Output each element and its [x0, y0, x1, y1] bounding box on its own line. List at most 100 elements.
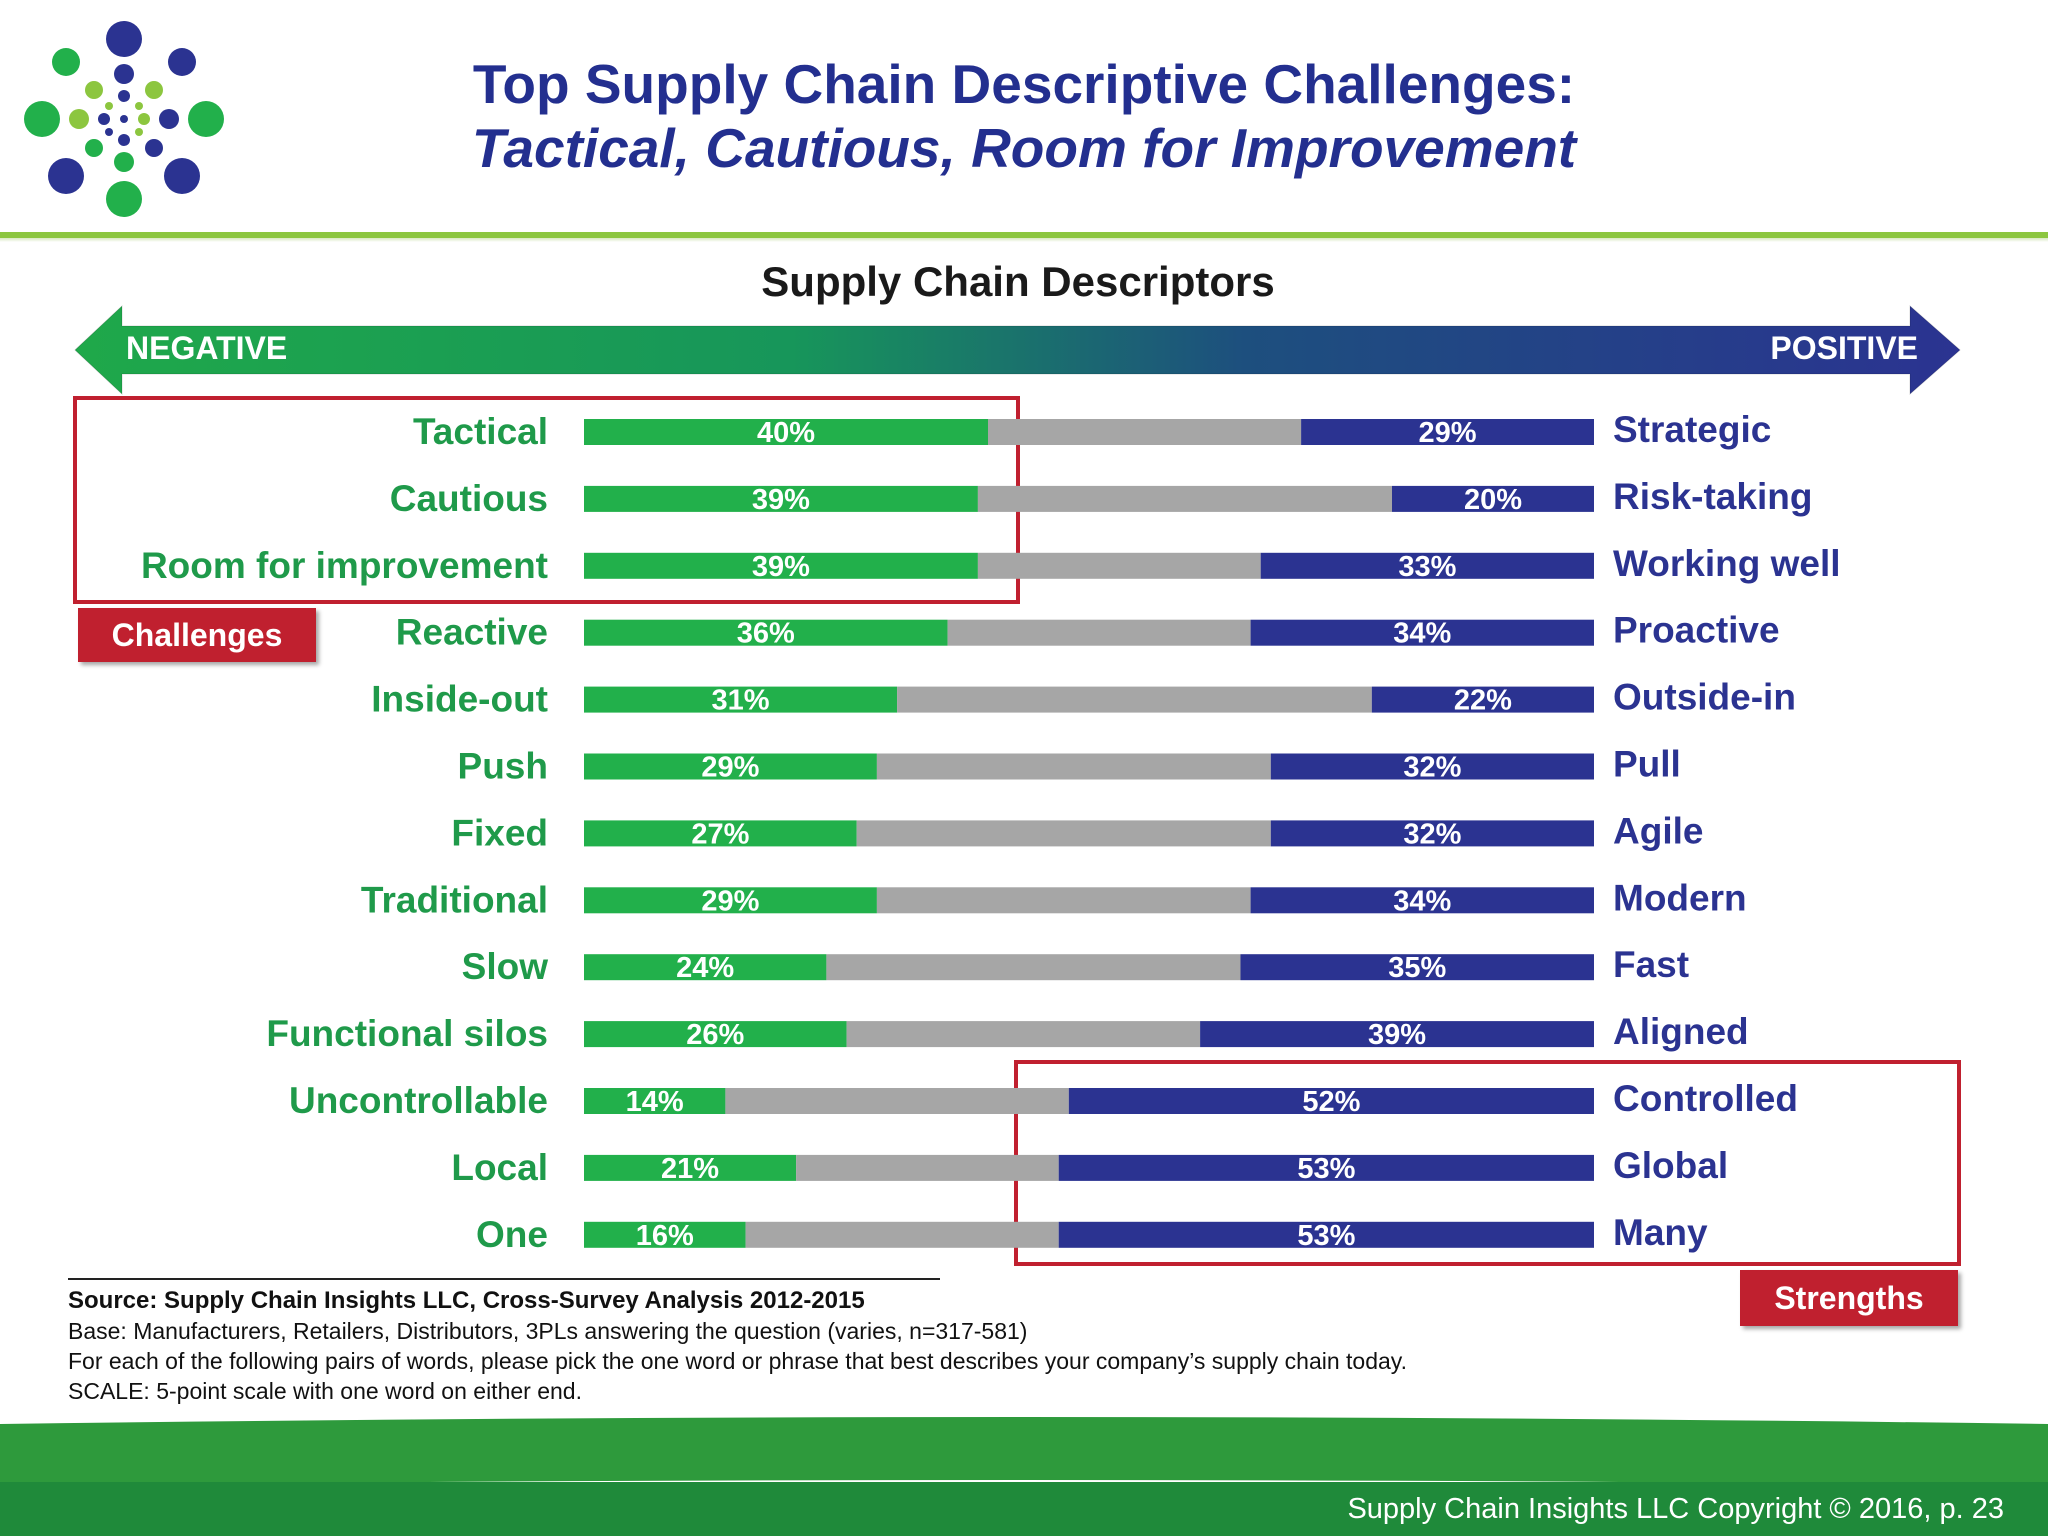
neutral-bar: [988, 419, 1302, 445]
positive-bar: [1068, 1088, 1594, 1114]
positive-value-label: 35%: [1388, 952, 1446, 984]
positive-bar: [1250, 887, 1594, 914]
negative-descriptor-label: Cautious: [390, 478, 548, 519]
negative-value-label: 36%: [737, 618, 795, 650]
negative-bar: [584, 485, 978, 512]
positive-descriptor-label: Global: [1613, 1145, 1728, 1186]
negative-bar: [584, 1088, 726, 1114]
neutral-bar: [846, 1021, 1201, 1048]
copyright-text: Supply Chain Insights LLC Copyright © 20…: [1347, 1493, 2004, 1525]
negative-descriptor-label: Uncontrollable: [289, 1080, 548, 1121]
negative-bar: [584, 820, 857, 847]
negative-descriptor-label: Room for improvement: [141, 545, 548, 586]
positive-descriptor-label: Proactive: [1613, 610, 1780, 651]
negative-value-label: 39%: [752, 551, 810, 583]
positive-value-label: 34%: [1393, 885, 1451, 917]
negative-value-label: 24%: [676, 952, 734, 984]
neutral-bar: [977, 485, 1392, 512]
title-line-2: Tactical, Cautious, Room for Improvement: [471, 117, 1577, 179]
positive-bar: [1301, 419, 1594, 445]
positive-descriptor-label: Risk-taking: [1613, 476, 1812, 517]
positive-label: POSITIVE: [1770, 330, 1918, 366]
negative-value-label: 29%: [701, 885, 759, 917]
neutral-bar: [826, 954, 1241, 981]
positive-bar: [1058, 1221, 1594, 1248]
negative-descriptor-label: Reactive: [396, 612, 548, 653]
diverging-bar-chart: 40% 29% Tactical Strategic 39% 20% Cautious Ris…: [73, 396, 1961, 1266]
positive-bar: [1371, 686, 1594, 713]
positive-bar: [1270, 753, 1594, 780]
scale-note: SCALE: 5-point scale with one word on ei…: [68, 1378, 582, 1404]
dot-burst-logo-icon: [24, 21, 224, 217]
negative-bar: [584, 619, 948, 646]
footer-band: [0, 1417, 2048, 1536]
source-note: Source: Supply Chain Insights LLC, Cross…: [68, 1278, 940, 1316]
negative-descriptor-label: Slow: [462, 946, 549, 987]
positive-bar: [1058, 1154, 1594, 1181]
negative-descriptor-label: Inside-out: [371, 679, 548, 720]
positive-bar: [1200, 1021, 1594, 1048]
neutral-bar: [856, 820, 1271, 847]
negative-bar: [584, 419, 988, 445]
negative-descriptor-label: One: [476, 1214, 548, 1255]
title-line-1: Top Supply Chain Descriptive Challenges:: [472, 53, 1576, 115]
negative-value-label: 27%: [691, 818, 749, 850]
negative-descriptor-label: Functional silos: [266, 1013, 548, 1054]
negative-bar: [584, 954, 827, 981]
positive-descriptor-label: Fast: [1613, 944, 1689, 985]
negative-bar: [584, 1154, 797, 1181]
negative-bar: [584, 887, 877, 914]
negative-bar: [584, 1221, 746, 1248]
neutral-bar: [977, 552, 1261, 579]
positive-bar: [1240, 954, 1594, 981]
footnotes: Source: Supply Chain Insights LLC, Cross…: [68, 1278, 1668, 1406]
negative-descriptor-label: Tactical: [413, 411, 548, 452]
positive-descriptor-label: Controlled: [1613, 1078, 1798, 1119]
challenges-callout: Challenges: [78, 608, 316, 662]
question-note: For each of the following pairs of words…: [68, 1348, 1407, 1374]
positive-value-label: 53%: [1297, 1153, 1355, 1185]
base-note: Base: Manufacturers, Retailers, Distribu…: [68, 1318, 1028, 1344]
negative-value-label: 16%: [636, 1220, 694, 1252]
neutral-bar: [745, 1221, 1059, 1248]
positive-value-label: 39%: [1368, 1019, 1426, 1051]
chart-title: Supply Chain Descriptors: [761, 258, 1275, 305]
strengths-callout: Strengths: [1740, 1270, 1958, 1326]
neutral-bar: [947, 619, 1251, 646]
positive-value-label: 32%: [1403, 818, 1461, 850]
neutral-bar: [725, 1088, 1069, 1114]
neutral-bar: [876, 887, 1251, 914]
negative-value-label: 21%: [661, 1153, 719, 1185]
positive-descriptor-label: Working well: [1613, 543, 1841, 584]
positive-value-label: 22%: [1454, 685, 1512, 717]
neutral-bar: [876, 753, 1271, 780]
positive-descriptor-label: Strategic: [1613, 409, 1771, 450]
positive-value-label: 20%: [1464, 484, 1522, 516]
negative-label: NEGATIVE: [126, 330, 288, 366]
positive-descriptor-label: Modern: [1613, 877, 1747, 918]
positive-descriptor-label: Agile: [1613, 810, 1703, 851]
positive-descriptor-label: Many: [1613, 1212, 1708, 1253]
negative-bar: [584, 552, 978, 579]
positive-descriptor-label: Pull: [1613, 744, 1681, 785]
negative-value-label: 26%: [686, 1019, 744, 1051]
positive-value-label: 53%: [1297, 1220, 1355, 1252]
negative-descriptor-label: Fixed: [451, 812, 548, 853]
negative-value-label: 39%: [752, 484, 810, 516]
negative-value-label: 29%: [701, 752, 759, 784]
neutral-bar: [796, 1154, 1059, 1181]
scale-arrow: [74, 304, 1961, 396]
positive-value-label: 29%: [1419, 417, 1477, 449]
negative-bar: [584, 753, 877, 780]
negative-bar: [584, 686, 898, 713]
header-divider: [0, 232, 2048, 242]
neutral-bar: [897, 686, 1372, 713]
negative-value-label: 31%: [712, 685, 770, 717]
negative-bar: [584, 1021, 847, 1048]
positive-bar: [1260, 552, 1594, 579]
positive-bar: [1270, 820, 1594, 847]
page-title: Top Supply Chain Descriptive Challenges:…: [0, 52, 2048, 180]
negative-descriptor-label: Push: [458, 746, 548, 787]
positive-descriptor-label: Aligned: [1613, 1011, 1749, 1052]
positive-bar: [1250, 619, 1594, 646]
